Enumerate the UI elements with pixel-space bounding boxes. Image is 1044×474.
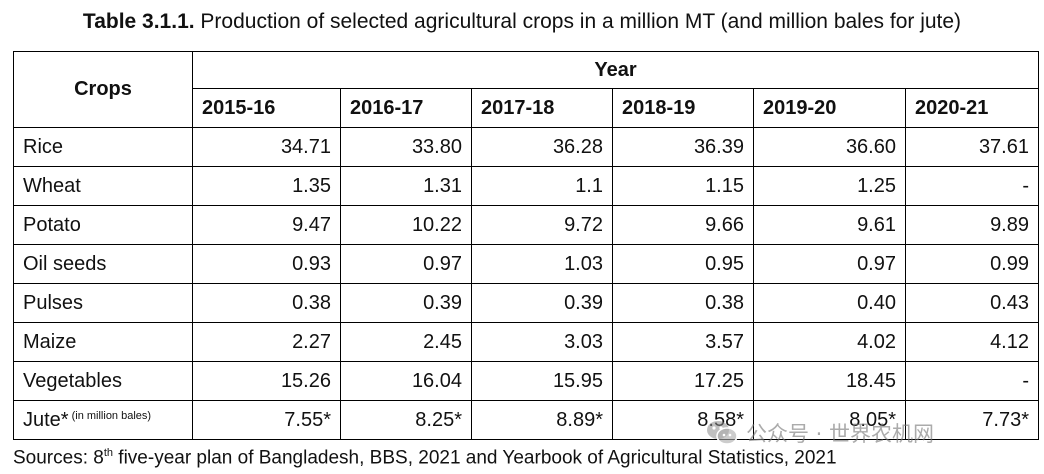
value-cell: 8.05* <box>753 400 906 440</box>
crop-name-cell: Vegetables <box>13 361 193 401</box>
sources-prefix: Sources: 8 <box>13 447 104 469</box>
year-column-header: 2016-17 <box>340 88 472 128</box>
year-column-header: 2019-20 <box>753 88 906 128</box>
value-cell: 2.27 <box>192 322 341 362</box>
sources-note: Sources: 8th five-year plan of Banglades… <box>13 441 837 470</box>
table-title: Table 3.1.1. Production of selected agri… <box>0 8 1044 36</box>
year-column-header: 2017-18 <box>471 88 613 128</box>
crop-name-cell: Oil seeds <box>13 244 193 284</box>
value-cell: 7.73* <box>905 400 1039 440</box>
value-cell: 15.26 <box>192 361 341 401</box>
table-row: Maize 2.27 2.45 3.03 3.57 4.02 4.12 <box>13 322 1039 362</box>
table-row: Jute* (in million bales) 7.55* 8.25* 8.89… <box>13 400 1039 440</box>
table-row: Rice 34.71 33.80 36.28 36.39 36.60 37.61 <box>13 127 1039 167</box>
jute-label: Jute* <box>23 408 69 431</box>
value-cell: 8.25* <box>340 400 472 440</box>
value-cell: 1.1 <box>471 166 613 206</box>
value-cell: - <box>905 166 1039 206</box>
value-cell: 37.61 <box>905 127 1039 167</box>
value-cell: 36.28 <box>471 127 613 167</box>
value-cell: 34.71 <box>192 127 341 167</box>
value-cell: 36.60 <box>753 127 906 167</box>
crops-column-header: Crops <box>13 51 193 128</box>
value-cell: 15.95 <box>471 361 613 401</box>
crop-name-cell: Potato <box>13 205 193 245</box>
value-cell: 0.38 <box>612 283 754 323</box>
value-cell: 1.15 <box>612 166 754 206</box>
value-cell: 1.31 <box>340 166 472 206</box>
value-cell: 0.43 <box>905 283 1039 323</box>
value-cell: 17.25 <box>612 361 754 401</box>
crop-name-cell: Pulses <box>13 283 193 323</box>
value-cell: 10.22 <box>340 205 472 245</box>
table-row: Pulses 0.38 0.39 0.39 0.38 0.40 0.43 <box>13 283 1039 323</box>
value-cell: 36.39 <box>612 127 754 167</box>
value-cell: 4.12 <box>905 322 1039 362</box>
value-cell: 0.93 <box>192 244 341 284</box>
table-row: Wheat 1.35 1.31 1.1 1.15 1.25 - <box>13 166 1039 206</box>
table-row: Vegetables 15.26 16.04 15.95 17.25 18.45… <box>13 361 1039 401</box>
value-cell: 9.89 <box>905 205 1039 245</box>
crop-name-cell: Maize <box>13 322 193 362</box>
value-cell: 9.47 <box>192 205 341 245</box>
table-caption: Production of selected agricultural crop… <box>194 10 962 33</box>
value-cell: 0.99 <box>905 244 1039 284</box>
value-cell: 9.66 <box>612 205 754 245</box>
value-cell: 9.61 <box>753 205 906 245</box>
header-row-years: 2015-16 2016-17 2017-18 2018-19 2019-20 … <box>14 88 1039 128</box>
value-cell: 0.95 <box>612 244 754 284</box>
value-cell: 1.03 <box>471 244 613 284</box>
crop-name-cell: Rice <box>13 127 193 167</box>
value-cell: 3.03 <box>471 322 613 362</box>
sources-text: five-year plan of Bangladesh, BBS, 2021 … <box>113 447 837 469</box>
value-cell: 0.97 <box>340 244 472 284</box>
value-cell: 8.58* <box>612 400 754 440</box>
value-cell: 3.57 <box>612 322 754 362</box>
value-cell: 0.39 <box>471 283 613 323</box>
value-cell: 0.38 <box>192 283 341 323</box>
sources-superscript: th <box>103 447 114 459</box>
crop-production-table: Crops Year 2015-16 2016-17 2017-18 2018-… <box>13 51 1039 440</box>
value-cell: 9.72 <box>471 205 613 245</box>
value-cell: 0.40 <box>753 283 906 323</box>
value-cell: 0.97 <box>753 244 906 284</box>
jute-unit-note: (in million bales) <box>71 409 152 422</box>
value-cell: 2.45 <box>340 322 472 362</box>
header-row-year: Crops Year <box>13 51 1039 128</box>
crop-name-cell: Jute* (in million bales) <box>13 400 193 440</box>
value-cell: 33.80 <box>340 127 472 167</box>
value-cell: - <box>905 361 1039 401</box>
value-cell: 18.45 <box>753 361 906 401</box>
year-header: Year <box>192 51 1039 89</box>
value-cell: 1.35 <box>192 166 341 206</box>
crop-name-cell: Wheat <box>13 166 193 206</box>
table-row: Potato 9.47 10.22 9.72 9.66 9.61 9.89 <box>13 205 1039 245</box>
year-column-header: 2015-16 <box>192 88 341 128</box>
table-row: Oil seeds 0.93 0.97 1.03 0.95 0.97 0.99 <box>13 244 1039 284</box>
value-cell: 7.55* <box>192 400 341 440</box>
value-cell: 1.25 <box>753 166 906 206</box>
value-cell: 16.04 <box>340 361 472 401</box>
table-number: Table 3.1.1. <box>82 10 195 33</box>
value-cell: 4.02 <box>753 322 906 362</box>
value-cell: 8.89* <box>471 400 613 440</box>
year-column-header: 2018-19 <box>612 88 754 128</box>
year-column-header: 2020-21 <box>905 88 1039 128</box>
value-cell: 0.39 <box>340 283 472 323</box>
